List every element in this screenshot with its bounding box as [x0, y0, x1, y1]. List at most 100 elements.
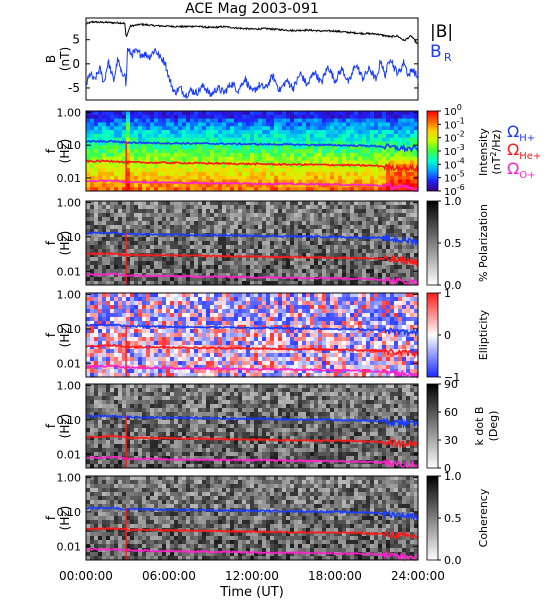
spectrogram-cell: [350, 179, 355, 184]
spectrogram-cell: [394, 229, 399, 234]
spectrogram-cell: [146, 141, 151, 146]
spectrogram-cell: [342, 179, 347, 184]
spectrogram-cell: [362, 168, 367, 173]
spectrogram-cell: [122, 309, 127, 314]
spectrogram-cell: [98, 293, 103, 298]
spectrogram-cell: [198, 293, 203, 298]
spectrogram-cell: [262, 145, 267, 150]
spectrogram-cell: [150, 309, 155, 314]
spectrogram-cell: [214, 168, 219, 173]
spectrogram-cell: [318, 160, 323, 165]
spectrogram-cell: [282, 213, 287, 218]
spectrogram-cell: [298, 265, 303, 270]
spectrogram-cell: [314, 353, 319, 358]
spectrogram-cell: [122, 265, 127, 270]
spectrogram-cell: [130, 353, 135, 358]
spectrogram-cell: [278, 122, 283, 127]
spectrogram-cell: [270, 297, 275, 302]
spectrogram-cell: [390, 179, 395, 184]
spectrogram-cell: [142, 111, 147, 116]
spectrogram-cell: [382, 130, 387, 135]
spectrogram-cell: [242, 261, 247, 266]
spectrogram-cell: [318, 345, 323, 350]
spectrogram-cell: [86, 345, 91, 350]
spectrogram-cell: [118, 152, 123, 158]
spectrogram-cell: [234, 249, 239, 254]
spectrogram-cell: [86, 261, 91, 266]
spectrogram-cell: [338, 357, 343, 362]
spectrogram-cell: [150, 349, 155, 354]
spectrogram-cell: [242, 160, 247, 165]
spectrogram-cell: [214, 201, 219, 206]
spectrogram-cell: [398, 233, 403, 238]
spectrogram-cell: [122, 141, 127, 146]
spectrogram-cell: [118, 133, 123, 138]
spectrogram-cell: [94, 201, 99, 206]
spectrogram-cell: [206, 111, 211, 116]
spectrogram-cell: [242, 145, 247, 150]
spectrogram-cell: [166, 273, 171, 278]
spectrogram-cell: [146, 221, 151, 226]
spectrogram-cell: [222, 297, 227, 302]
spectrogram-cell: [218, 329, 223, 334]
spectrogram-cell: [274, 156, 279, 161]
spectrogram-cell: [370, 249, 375, 254]
spectrogram-cell: [362, 213, 367, 218]
spectrogram-cell: [154, 126, 159, 131]
spectrogram-cell: [186, 265, 191, 270]
spectrogram-cell: [278, 265, 283, 270]
spectrogram-cell: [226, 183, 231, 188]
spectrogram-cell: [370, 225, 375, 230]
spectrogram-cell: [338, 221, 343, 226]
spectrogram-cell: [374, 160, 379, 165]
spectrogram-cell: [170, 225, 175, 230]
spectrogram-cell: [110, 152, 115, 158]
spectrogram-cell: [222, 168, 227, 173]
spectrogram-cell: [230, 164, 235, 169]
spectrogram-cell: [354, 249, 359, 254]
spectrogram-cell: [130, 149, 135, 154]
spectrogram-cell: [298, 118, 303, 123]
spectrogram-cell: [298, 175, 303, 180]
spectrogram-cell: [226, 171, 231, 177]
colorbar-tick-label: 1.0: [444, 195, 462, 208]
spectrogram-cell: [166, 225, 171, 230]
spectrogram-cell: [222, 126, 227, 131]
spectrogram-cell: [214, 249, 219, 254]
spectrogram-cell: [130, 317, 135, 322]
spectrogram-cell: [242, 277, 247, 282]
spectrogram-cell: [370, 201, 375, 206]
spectrogram-cell: [250, 257, 255, 262]
spectrogram-cell: [362, 233, 367, 238]
spectrogram-cell: [278, 309, 283, 314]
spectrogram-cell: [174, 321, 179, 326]
spectrogram-cell: [146, 175, 151, 180]
spectrogram-cell: [382, 209, 387, 214]
spectrogram-cell: [102, 277, 107, 282]
spectrogram-cell: [246, 187, 251, 192]
spectrogram-cell: [94, 171, 99, 177]
spectrogram-cell: [150, 357, 155, 362]
spectrogram-cell: [186, 156, 191, 161]
spectrogram-cell: [150, 337, 155, 342]
spectrogram-cell: [314, 160, 319, 165]
spectrogram-cell: [246, 149, 251, 154]
spectrogram-cell: [318, 313, 323, 318]
spectrogram-cell: [334, 171, 339, 177]
spectrogram-cell: [278, 213, 283, 218]
spectrogram-cell: [274, 261, 279, 266]
spectrogram-cell: [286, 201, 291, 206]
spectrogram-cell: [86, 133, 91, 138]
spectrogram-cell: [98, 333, 103, 338]
spectrogram-cell: [402, 313, 407, 318]
spectrogram-cell: [138, 233, 143, 238]
spectrogram-cell: [314, 345, 319, 350]
spectrogram-cell: [246, 217, 251, 222]
spectrogram-cell: [166, 357, 171, 362]
spectrogram-cell: [114, 149, 119, 154]
spectrogram-cell: [302, 281, 307, 286]
spectrogram-cell: [198, 345, 203, 350]
spectrogram-cell: [378, 171, 383, 177]
spectrogram-cell: [310, 329, 315, 334]
spectrogram-cell: [138, 321, 143, 326]
